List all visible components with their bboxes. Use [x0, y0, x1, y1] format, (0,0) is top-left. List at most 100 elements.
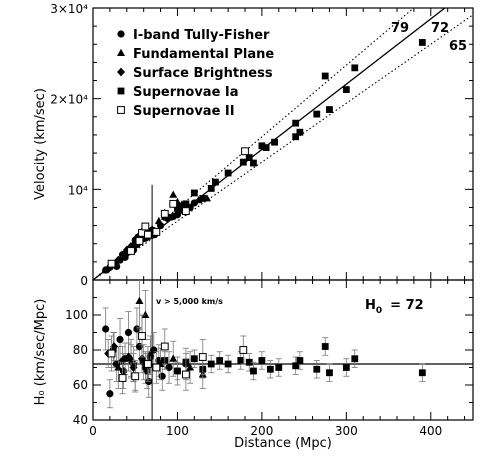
data-point-filled-square — [225, 170, 232, 177]
bottom-x-tick-label: 0 — [89, 424, 97, 438]
data-point-open-square — [199, 354, 206, 361]
legend-label: Fundamental Plane — [133, 47, 274, 62]
data-point-filled-square — [419, 39, 426, 46]
data-point-filled-square — [174, 368, 181, 375]
data-point-filled-square — [343, 86, 350, 93]
data-point-filled-triangle — [169, 355, 177, 362]
data-point-open-square — [128, 248, 135, 255]
data-point-filled-square — [208, 361, 215, 368]
data-point-filled-square — [296, 357, 303, 364]
data-point-filled-square — [351, 355, 358, 362]
top-y-tick-label: 0 — [80, 274, 88, 288]
data-point-filled-square — [250, 368, 257, 375]
data-point-filled-square — [296, 129, 303, 136]
data-point-filled-square — [263, 144, 270, 151]
data-point-open-square — [108, 260, 115, 267]
data-point-filled-circle — [102, 325, 109, 332]
legend-label: Supernovae Ia — [133, 85, 239, 100]
data-point-filled-square — [182, 200, 189, 207]
data-point-filled-circle — [159, 373, 166, 380]
data-point-filled-square — [326, 106, 333, 113]
data-point-open-square — [153, 229, 160, 236]
data-point-filled-circle — [106, 390, 113, 397]
data-point-filled-square — [191, 190, 198, 197]
legend-label: I-band Tully-Fisher — [133, 28, 270, 43]
data-point-open-square — [132, 373, 139, 380]
top-y-tick-label: 3×10⁴ — [50, 2, 88, 16]
x-axis-label: Distance (Mpc) — [234, 436, 332, 451]
legend: I-band Tully-Fisher Fundamental Plane Surf… — [117, 28, 274, 119]
data-point-filled-square — [275, 364, 282, 371]
data-point-filled-triangle — [169, 191, 177, 198]
bottom-y-tick-label: 100 — [65, 308, 88, 322]
data-point-filled-square — [212, 179, 219, 186]
legend-marker-filled-square — [118, 88, 125, 95]
h0-value: = 72 — [390, 298, 424, 313]
h0-symbol: H — [365, 298, 376, 313]
data-point-open-square — [242, 148, 249, 155]
top-y-axis-label: Velocity (km/sec) — [33, 88, 48, 200]
data-point-filled-square — [351, 64, 358, 71]
data-point-filled-square — [240, 159, 247, 166]
data-point-filled-triangle — [135, 297, 143, 304]
fit-line-label-79: 79 — [391, 21, 409, 36]
data-point-filled-square — [258, 357, 265, 364]
data-point-open-square — [182, 371, 189, 378]
h0-annotation: H0 = 72 — [365, 298, 424, 316]
data-point-filled-square — [216, 357, 223, 364]
velocity-cut-annotation: v > 5,000 km/s — [156, 297, 223, 306]
data-point-filled-square — [313, 111, 320, 118]
data-point-open-square — [142, 223, 149, 230]
data-point-filled-square — [343, 364, 350, 371]
fit-line-label-72: 72 — [431, 21, 449, 36]
data-point-open-square — [161, 343, 168, 350]
legend-label: Supernovae II — [133, 104, 235, 119]
data-point-open-square — [144, 231, 151, 238]
legend-marker-filled-diamond — [117, 68, 125, 77]
data-point-open-square — [182, 208, 189, 215]
data-point-filled-square — [250, 160, 257, 167]
bottom-x-tick-label: 400 — [419, 424, 442, 438]
legend-marker-filled-circle — [117, 30, 124, 37]
data-point-filled-circle — [165, 364, 172, 371]
h0-subscript: 0 — [376, 306, 382, 316]
data-point-filled-circle — [125, 329, 132, 336]
data-point-open-square — [108, 350, 115, 357]
top-y-tick-label: 2×10⁴ — [50, 93, 88, 107]
data-point-open-square — [170, 200, 177, 207]
bottom-y-tick-label: 80 — [73, 343, 88, 357]
data-point-filled-square — [267, 366, 274, 373]
data-point-filled-square — [191, 355, 198, 362]
data-point-open-square — [153, 364, 160, 371]
bottom-points — [102, 275, 426, 408]
data-point-open-square — [136, 238, 143, 245]
top-line-labels: 79 7265 — [391, 21, 467, 54]
data-point-open-square — [119, 375, 126, 382]
bottom-y-axis-label: H₀ (km/sec/Mpc) — [33, 299, 48, 406]
data-point-filled-square — [292, 120, 299, 127]
top-y-tick-label: 10⁴ — [68, 183, 88, 197]
fit-line-label-65: 65 — [449, 39, 467, 54]
data-point-filled-square — [322, 73, 329, 80]
data-point-filled-square — [322, 343, 329, 350]
data-point-open-square — [161, 210, 168, 217]
bottom-x-tick-label: 100 — [166, 424, 189, 438]
data-point-filled-circle — [116, 336, 123, 343]
data-point-filled-triangle — [141, 311, 149, 318]
legend-marker-filled-triangle — [117, 49, 125, 56]
data-point-open-square — [139, 333, 146, 340]
data-point-open-square — [240, 347, 247, 354]
data-point-filled-square — [225, 361, 232, 368]
bottom-y-tick-label: 40 — [73, 413, 88, 427]
data-point-filled-square — [313, 366, 320, 373]
bottom-x-tick-label: 300 — [335, 424, 358, 438]
data-point-filled-square — [326, 369, 333, 376]
legend-marker-open-square — [118, 107, 125, 114]
legend-label: Surface Brightness — [133, 66, 273, 81]
data-point-filled-square — [271, 139, 278, 146]
data-point-filled-square — [208, 185, 215, 192]
data-point-open-square — [144, 361, 151, 368]
bottom-y-tick-label: 60 — [73, 378, 88, 392]
data-point-filled-square — [199, 195, 206, 202]
